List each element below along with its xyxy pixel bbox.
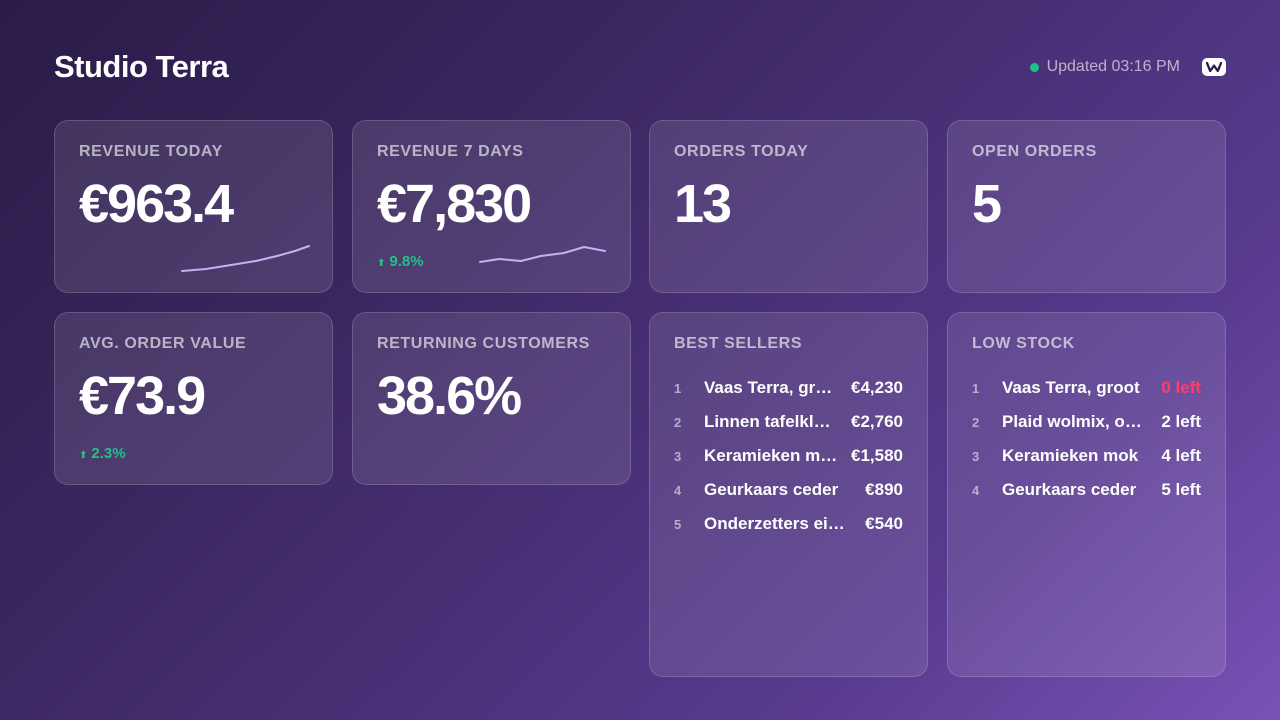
item-rank: 2 [674, 414, 682, 430]
kpi-title: REVENUE 7 DAYS [377, 143, 524, 160]
item-amount: €1,580 [851, 446, 903, 465]
list-item[interactable]: 4 Geurkaars ceder €890 [674, 473, 903, 507]
stock-count: 5 left [1161, 480, 1201, 499]
page-title: Studio Terra [54, 49, 229, 84]
w-logo-icon[interactable] [1202, 58, 1226, 76]
item-rank: 1 [674, 380, 682, 396]
item-rank: 5 [674, 516, 682, 532]
item-name: Geurkaars ceder [1002, 480, 1137, 499]
revenue-7days-sparkline [479, 246, 606, 263]
kpi-delta: ⬆ 9.8% [377, 253, 424, 270]
kpi-title: AVG. ORDER VALUE [79, 335, 247, 352]
kpi-value: €73.9 [79, 366, 206, 426]
card-title: BEST SELLERS [674, 335, 803, 352]
kpi-card-orders-today: ORDERS TODAY 13 [649, 120, 928, 293]
live-status-dot [1029, 62, 1039, 72]
sparkline-line [479, 246, 606, 263]
kpi-title: OPEN ORDERS [972, 143, 1097, 160]
revenue-today-sparkline [181, 245, 310, 272]
dashboard-header: Studio Terra Updated 03:16 PM [54, 46, 1226, 88]
best-sellers-card: BEST SELLERS 1 Vaas Terra, groot €4,230 … [649, 312, 928, 677]
list-item[interactable]: 2 Plaid wolmix, oker 2 left [972, 405, 1201, 439]
kpi-value: 13 [674, 174, 732, 234]
arrow-up-icon: ⬆ [79, 450, 88, 461]
item-name: Onderzetters eiken [704, 514, 858, 533]
kpi-card-returning-customers: RETURNING CUSTOMERS 38.6% [352, 312, 631, 485]
list-item[interactable]: 5 Onderzetters eiken €540 [674, 507, 903, 541]
sparkline-line [181, 245, 310, 272]
item-name: Keramieken mok [1002, 446, 1139, 465]
item-rank: 3 [674, 448, 682, 464]
list-item[interactable]: 3 Keramieken mok €1,580 [674, 439, 903, 473]
updated-timestamp: Updated 03:16 PM [1046, 58, 1180, 75]
list-item[interactable]: 2 Linnen tafelkleed €2,760 [674, 405, 903, 439]
low-stock-card: LOW STOCK 1 Vaas Terra, groot 0 left 2 P… [947, 312, 1226, 677]
arrow-up-icon: ⬆ [377, 258, 386, 269]
item-name: Plaid wolmix, oker [1002, 412, 1151, 431]
item-rank: 4 [972, 482, 980, 498]
item-rank: 2 [972, 414, 980, 430]
low-stock-list: 1 Vaas Terra, groot 0 left 2 Plaid wolmi… [972, 371, 1201, 507]
kpi-delta: ⬆ 2.3% [79, 445, 126, 462]
item-name: Vaas Terra, groot [704, 378, 842, 397]
best-sellers-list: 1 Vaas Terra, groot €4,230 2 Linnen tafe… [674, 371, 903, 541]
item-amount: €540 [865, 514, 903, 533]
kpi-value: 5 [972, 174, 1002, 234]
kpi-card-open-orders: OPEN ORDERS 5 [947, 120, 1226, 293]
list-item[interactable]: 1 Vaas Terra, groot €4,230 [674, 371, 903, 405]
delta-value: 9.8% [389, 253, 424, 270]
stock-count: 2 left [1161, 412, 1201, 431]
kpi-title: RETURNING CUSTOMERS [377, 335, 590, 352]
kpi-card-avg-order-value: AVG. ORDER VALUE €73.9 ⬆ 2.3% [54, 312, 333, 485]
list-item[interactable]: 4 Geurkaars ceder 5 left [972, 473, 1201, 507]
kpi-card-revenue-7days: REVENUE 7 DAYS €7,830 ⬆ 9.8% [352, 120, 631, 293]
delta-value: 2.3% [91, 445, 126, 462]
card-title: LOW STOCK [972, 335, 1075, 352]
item-rank: 1 [972, 380, 980, 396]
item-rank: 4 [674, 482, 682, 498]
item-name: Vaas Terra, groot [1002, 378, 1140, 397]
kpi-card-revenue-today: REVENUE TODAY €963.4 [54, 120, 333, 293]
item-amount: €4,230 [851, 378, 903, 397]
kpi-title: ORDERS TODAY [674, 143, 809, 160]
stock-count: 4 left [1161, 446, 1201, 465]
kpi-value: €963.4 [79, 174, 234, 234]
item-rank: 3 [972, 448, 980, 464]
item-amount: €890 [865, 480, 903, 499]
kpi-value: €7,830 [377, 174, 532, 234]
item-name: Keramieken mok [704, 446, 841, 465]
list-item[interactable]: 3 Keramieken mok 4 left [972, 439, 1201, 473]
kpi-value: 38.6% [377, 366, 522, 426]
list-item[interactable]: 1 Vaas Terra, groot 0 left [972, 371, 1201, 405]
kpi-title: REVENUE TODAY [79, 143, 223, 160]
item-amount: €2,760 [851, 412, 903, 431]
update-status: Updated 03:16 PM [1029, 58, 1226, 76]
item-name: Linnen tafelkleed [704, 412, 843, 431]
item-name: Geurkaars ceder [704, 480, 839, 499]
stock-count-out: 0 left [1161, 378, 1201, 397]
